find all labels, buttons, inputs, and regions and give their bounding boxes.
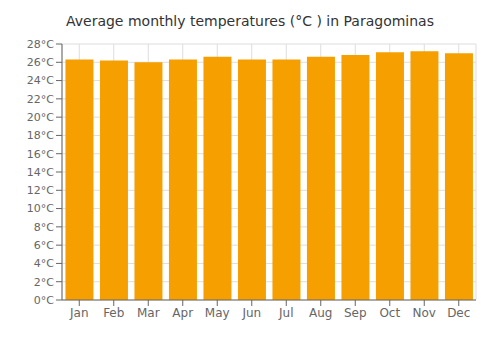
svg-text:Dec: Dec — [447, 306, 470, 320]
svg-text:20°C: 20°C — [27, 111, 54, 124]
svg-text:Oct: Oct — [379, 306, 400, 320]
svg-text:8°C: 8°C — [34, 221, 54, 234]
svg-text:Jul: Jul — [278, 306, 293, 320]
svg-text:22°C: 22°C — [27, 93, 54, 106]
svg-text:Sep: Sep — [344, 306, 367, 320]
svg-text:26°C: 26°C — [27, 56, 54, 69]
svg-text:16°C: 16°C — [27, 148, 54, 161]
svg-text:Nov: Nov — [413, 306, 436, 320]
svg-text:Apr: Apr — [172, 306, 193, 320]
svg-text:12°C: 12°C — [27, 184, 54, 197]
svg-text:May: May — [205, 306, 230, 320]
svg-text:10°C: 10°C — [27, 202, 54, 215]
svg-text:28°C: 28°C — [27, 38, 54, 51]
svg-text:24°C: 24°C — [27, 74, 54, 87]
svg-text:Jun: Jun — [241, 306, 261, 320]
svg-text:6°C: 6°C — [34, 239, 54, 252]
svg-text:Aug: Aug — [309, 306, 332, 320]
svg-text:14°C: 14°C — [27, 166, 54, 179]
svg-text:Jan: Jan — [69, 306, 89, 320]
svg-text:Feb: Feb — [103, 306, 124, 320]
svg-text:0°C: 0°C — [34, 294, 54, 307]
html-text:Average monthly temperatures (: Average monthly temperatures (°C ) in Pa… — [66, 13, 434, 29]
svg-text:2°C: 2°C — [34, 276, 54, 289]
svg-text:4°C: 4°C — [34, 257, 54, 270]
svg-text:18°C: 18°C — [27, 129, 54, 142]
svg-text:Mar: Mar — [137, 306, 160, 320]
